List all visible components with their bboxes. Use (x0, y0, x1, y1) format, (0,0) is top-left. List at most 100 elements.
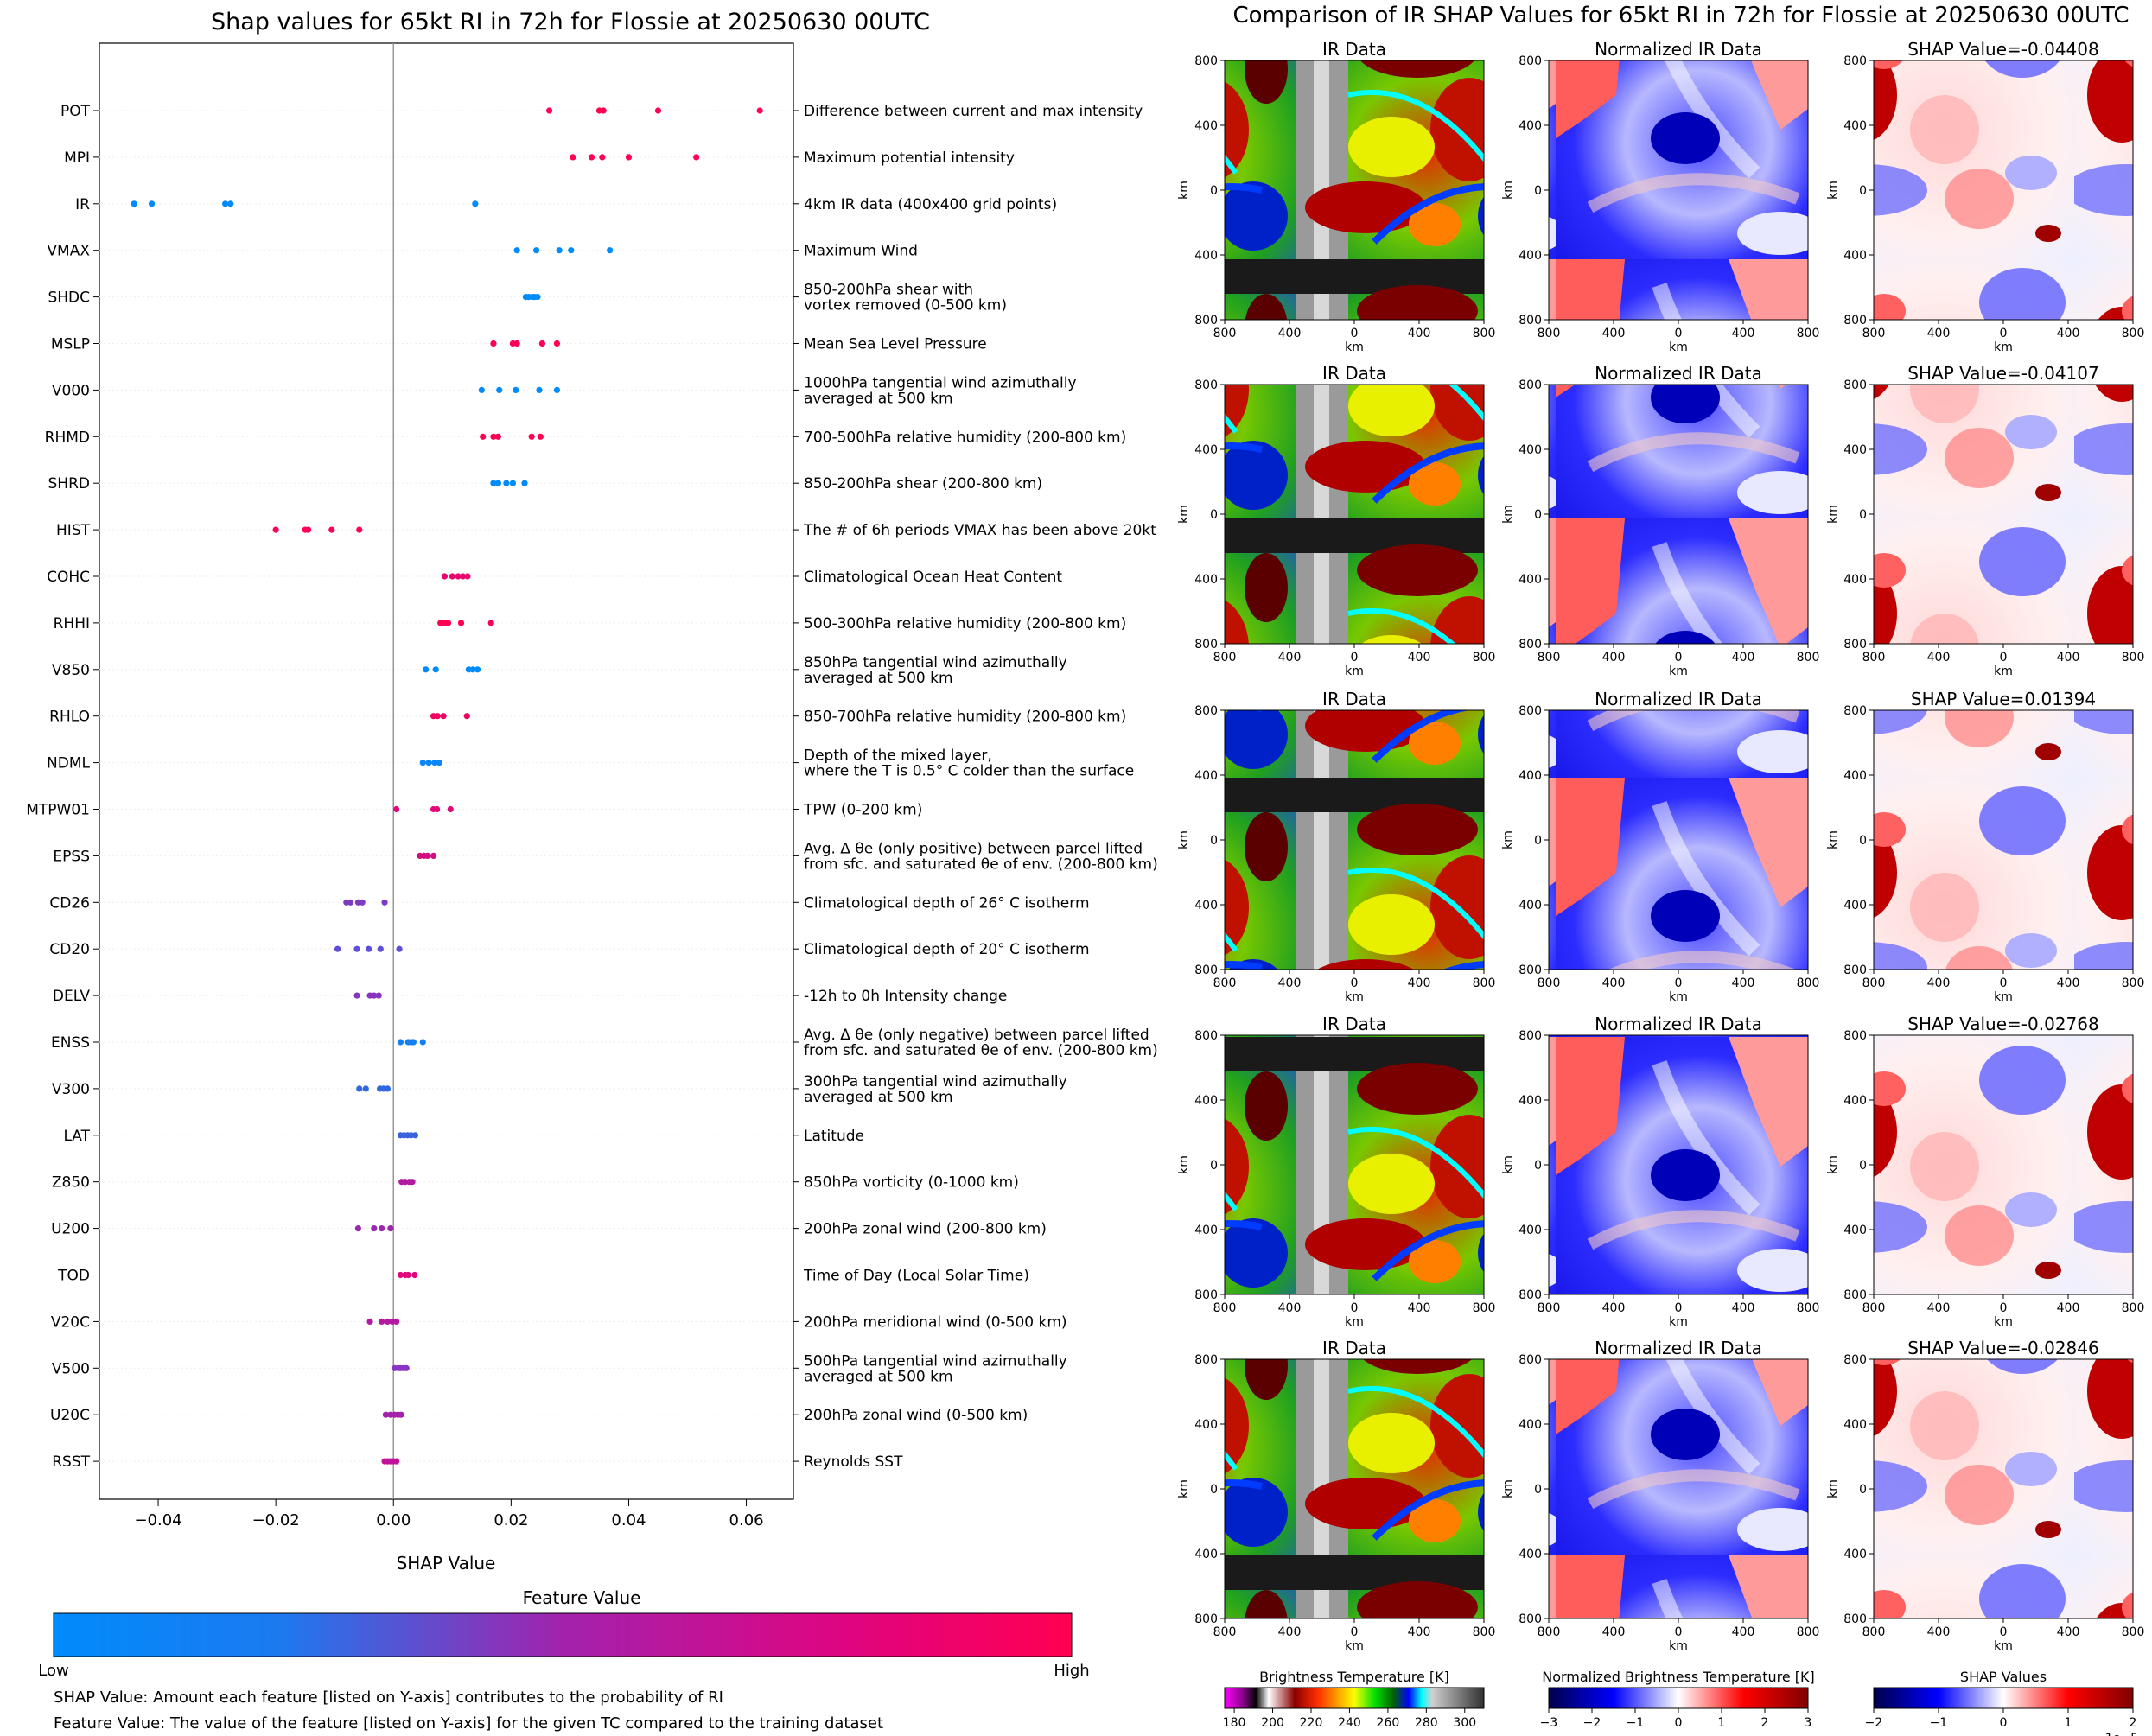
shap-point (148, 200, 156, 207)
feature-colorbar-low: Low (38, 1662, 68, 1680)
y-tick-label: 400 (1518, 1548, 1542, 1561)
x-axis-unit: km (1345, 665, 1364, 678)
x-tick-label: 400 (1408, 651, 1431, 665)
y-axis-unit: km (1826, 1155, 1840, 1174)
shap-point (654, 107, 662, 114)
y-tick-label: 0 (1859, 834, 1867, 848)
y-tick-label: 400 (1843, 443, 1867, 457)
y-tick-label: 400 (1194, 1224, 1218, 1237)
y-tick-label: 800 (1518, 963, 1542, 977)
y-tick-label: 400 (1194, 1094, 1218, 1108)
shap-point (227, 200, 234, 207)
x-tick-label: 0 (1351, 1625, 1359, 1639)
y-axis-unit: km (1501, 830, 1515, 849)
shap-point (459, 573, 467, 580)
feature-label: MTPW01 (26, 802, 90, 819)
shap-point (570, 154, 576, 161)
normalized-ir-panel: Normalized IR Data8008004004000040040080… (1501, 1014, 1819, 1329)
shap-point (432, 666, 439, 673)
y-tick-label: 0 (1210, 184, 1218, 198)
y-tick-label: 400 (1518, 1094, 1542, 1108)
x-tick-label: 0 (1351, 651, 1359, 665)
normalized-brightness-colorbar: Normalized Brightness Temperature [K] −3 −… (1540, 1669, 1815, 1730)
y-tick-label: 800 (1518, 704, 1542, 718)
panel-title: Normalized IR Data (1595, 363, 1762, 384)
feature-description: Latitude (804, 1128, 864, 1145)
feature-description: 850hPa vorticity (0-1000 km) (804, 1174, 1019, 1192)
shap-point (387, 1225, 394, 1232)
feature-description: Climatological Ocean Heat Content (804, 569, 1062, 586)
colorbar-tick-label: 220 (1300, 1716, 1323, 1730)
shap-point (474, 666, 481, 673)
shap-point (384, 1318, 392, 1325)
feature-label: VMAX (47, 243, 90, 260)
y-tick-label: 0 (1859, 1159, 1867, 1173)
shap-point (538, 340, 546, 347)
shap-point (430, 852, 437, 860)
x-tick-label: 0 (1351, 327, 1359, 340)
panel-title: Normalized IR Data (1595, 689, 1762, 709)
shap-point (356, 526, 363, 533)
panel-title: Normalized IR Data (1595, 39, 1762, 60)
x-tick-label: 800 (1213, 651, 1237, 665)
shap-point (537, 433, 544, 440)
feature-row-cd20: CD20 Climatological depth of 20° C isothe… (49, 941, 1089, 958)
feature-label: RHHI (54, 615, 90, 633)
panel-title: SHAP Value=-0.04107 (1907, 363, 2098, 384)
y-tick-label: 400 (1518, 119, 1542, 133)
x-tick-label: 800 (2122, 976, 2145, 990)
x-tick-label: 400 (1602, 1301, 1626, 1315)
x-tick-label: 0 (1675, 651, 1683, 665)
feature-row-cohc: COHC Climatological Ocean Heat Content (47, 569, 1062, 586)
colorbar-title: Normalized Brightness Temperature [K] (1542, 1669, 1815, 1685)
shap-point (397, 1039, 404, 1046)
panel-title: SHAP Value=-0.02768 (1907, 1014, 2098, 1034)
x-tick-label: 0 (2000, 1625, 2008, 1639)
feature-description: TPW (0-200 km) (803, 802, 922, 819)
shap-point (423, 666, 430, 673)
normalized-ir-panel: Normalized IR Data8008004004000040040080… (1501, 1338, 1819, 1653)
shap-point (533, 247, 540, 254)
y-tick-label: 400 (1194, 249, 1218, 263)
y-tick-label: 800 (1518, 378, 1542, 392)
shap-point (447, 805, 454, 813)
y-axis-unit: km (1501, 1155, 1515, 1174)
x-tick-label: 800 (1213, 976, 1237, 990)
feature-label: RHMD (45, 429, 90, 446)
shap-point (393, 1318, 400, 1325)
shap-map-panel: SHAP Value=-0.02768800800400400004004008… (1826, 1014, 2144, 1329)
y-tick-label: 400 (1843, 1548, 1867, 1561)
feature-label: COHC (47, 569, 90, 586)
x-tick-label: 0 (1675, 1625, 1683, 1639)
shap-point (304, 526, 312, 533)
shap-map-panel: SHAP Value=-0.04408800800400400004004008… (1826, 39, 2144, 354)
panel-title: Normalized IR Data (1595, 1338, 1762, 1358)
colorbar-tick-label: 1 (1718, 1716, 1726, 1730)
y-tick-label: 800 (1843, 1029, 1867, 1043)
panel-title: IR Data (1322, 363, 1386, 384)
feature-row-shrd: SHRD 850-200hPa shear (200-800 km) (48, 475, 1043, 493)
x-tick-label: 800 (1797, 327, 1820, 340)
y-tick-label: 800 (1518, 638, 1542, 652)
panel-image (1549, 1359, 1808, 1618)
shap-point (503, 480, 510, 486)
shap-point (490, 340, 497, 347)
shap-point (379, 1318, 385, 1325)
y-tick-label: 400 (1518, 443, 1542, 457)
x-tick-label: 800 (1213, 1301, 1237, 1315)
colorbar-tick-label: −2 (1583, 1716, 1601, 1730)
normalized-ir-panel: Normalized IR Data8008004004000040040080… (1501, 363, 1819, 678)
feature-description: 200hPa zonal wind (200-800 km) (804, 1221, 1047, 1238)
y-axis-unit: km (1177, 1479, 1191, 1498)
normalized-ir-panel: Normalized IR Data8008004004000040040080… (1501, 39, 1819, 354)
x-tick-label: 800 (1473, 1625, 1496, 1639)
colorbar-gradient (1224, 1687, 1485, 1709)
shap-map-panel: SHAP Value=0.013948008004004000040040080… (1826, 689, 2144, 1004)
shap-point (756, 107, 763, 114)
shap-point (436, 760, 442, 766)
y-tick-label: 400 (1518, 899, 1542, 913)
panel-image (1225, 60, 1484, 320)
y-tick-label: 400 (1843, 249, 1867, 263)
